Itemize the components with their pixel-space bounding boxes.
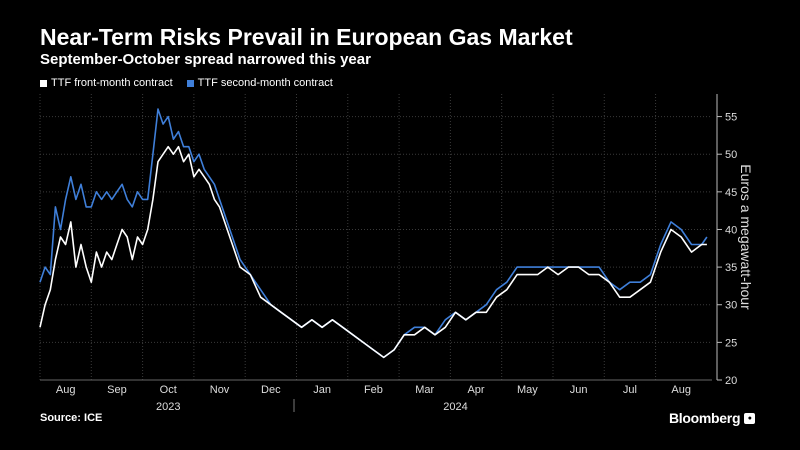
chart-subtitle: September-October spread narrowed this y… [40,51,371,68]
x-year-label: 2024 [443,401,467,413]
x-tick-label: Aug [56,384,76,396]
y-tick-label: 45 [725,187,737,199]
x-tick-label: Oct [160,384,177,396]
x-year-label: 2023 [156,401,180,413]
bloomberg-logo: Bloomberg ● [669,410,756,426]
y-tick-label: 40 [725,224,737,236]
x-tick-label: Aug [671,384,691,396]
legend-item-front: TTF front-month contract [40,77,173,89]
x-tick-label: Nov [210,384,230,396]
x-tick-label: Dec [261,384,281,396]
chart-title: Near-Term Risks Prevail in European Gas … [40,24,573,50]
x-tick-label: Mar [415,384,434,396]
source-note: Source: ICE [40,412,103,424]
y-tick-label: 20 [725,375,737,387]
series-line-front-month [39,145,707,359]
y-axis-title: Euros a megawatt-hour [738,164,754,310]
x-tick-label: Sep [107,384,127,396]
x-tick-label: Apr [467,384,484,396]
legend-label-front: TTF front-month contract [51,77,173,89]
legend-item-second: TTF second-month contract [186,77,333,89]
legend-swatch-second [186,79,194,87]
y-tick-label: 30 [725,300,737,312]
x-tick-label: Jun [570,384,588,396]
x-tick-label: May [517,384,538,396]
y-tick-label: 55 [725,112,737,124]
legend-swatch-front [40,79,47,87]
series-line-second-month [39,108,708,359]
legend: TTF front-month contract TTF second-mont… [40,77,333,89]
x-tick-label: Feb [364,384,383,396]
y-tick-label: 35 [725,262,737,274]
legend-label-second: TTF second-month contract [197,77,333,89]
x-tick-label: Jul [623,384,637,396]
brand-name: Bloomberg [669,410,741,426]
y-tick-label: 25 [725,337,737,349]
brand-box-icon: ● [744,412,756,424]
x-tick-label: Jan [313,384,331,396]
y-tick-label: 50 [725,149,737,161]
